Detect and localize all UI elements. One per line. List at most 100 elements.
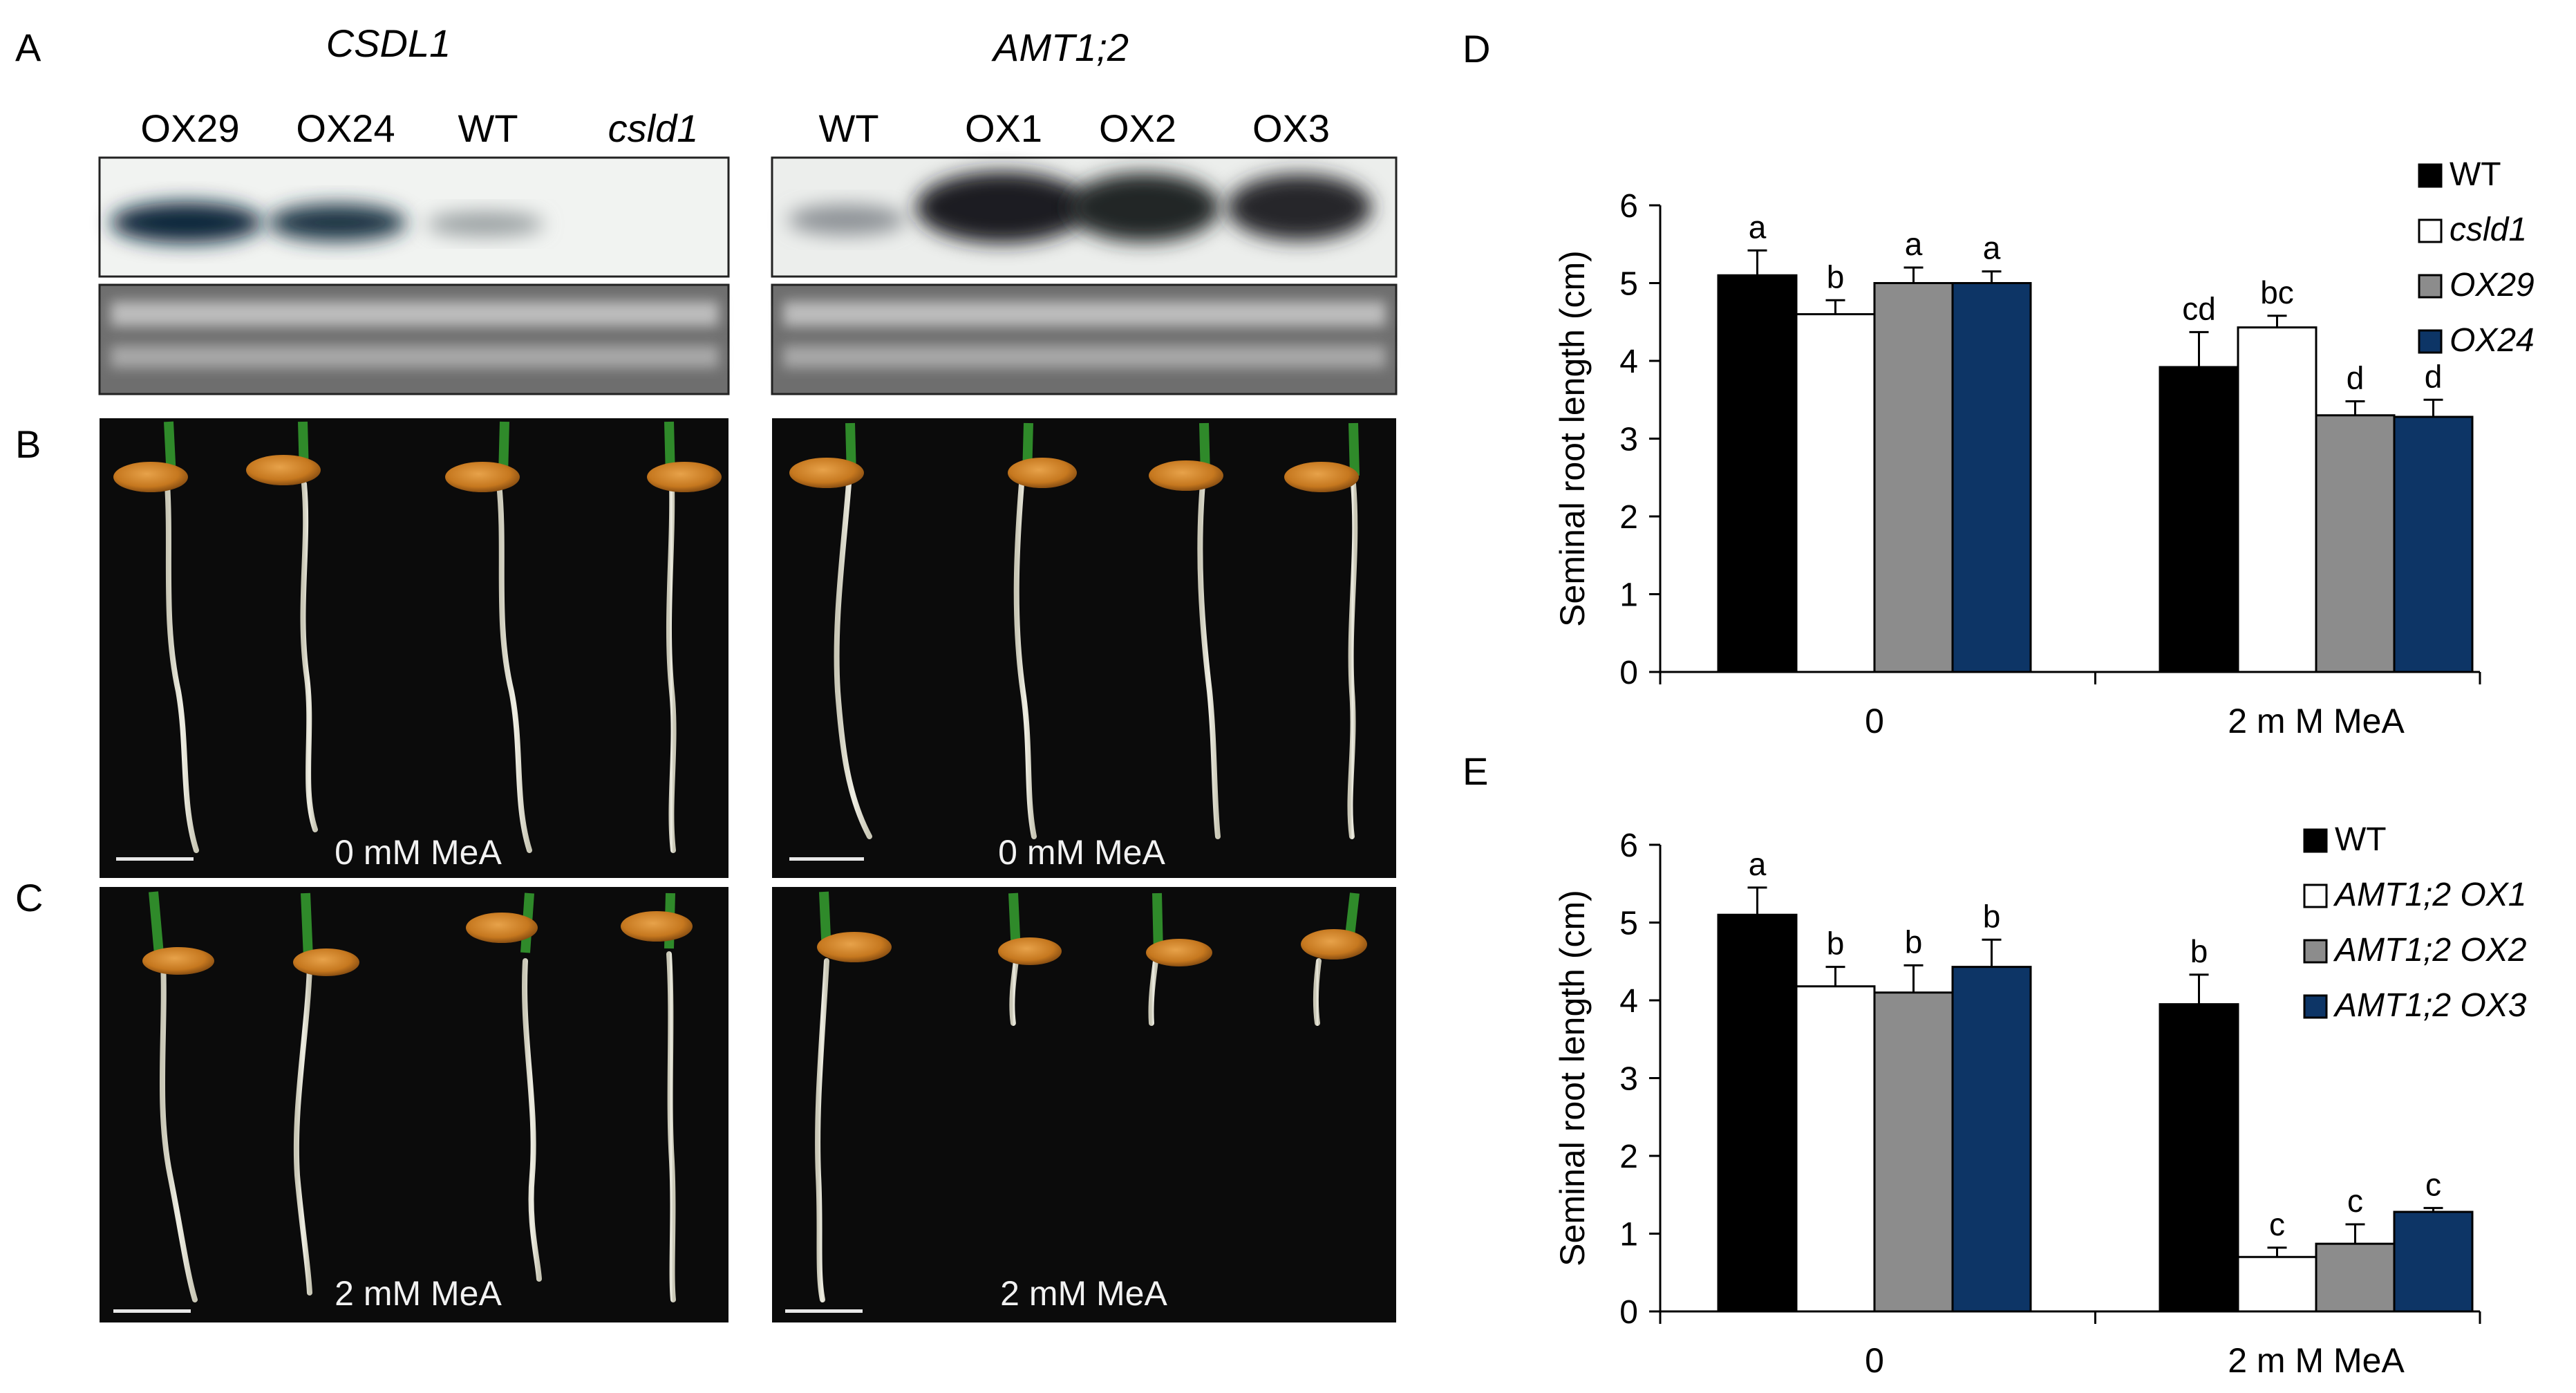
bar: [1717, 274, 1798, 673]
seedling-seed: [1008, 458, 1077, 488]
loading-control-left: [98, 283, 730, 395]
seedling-photo: [100, 418, 728, 878]
blot-right-lane-label: OX2: [1099, 106, 1176, 150]
legend-label: csld1: [2450, 212, 2527, 248]
condition-label: 2 mM MeA: [1000, 1274, 1167, 1313]
seedling-root: [666, 951, 676, 1302]
condition-label: 2 mM MeA: [335, 1274, 502, 1313]
legend-swatch: [2303, 939, 2328, 964]
bar: [2315, 1242, 2396, 1313]
rrna-band: [783, 301, 1386, 326]
y-tick-label: 2: [1619, 1139, 1638, 1175]
rrna-band: [783, 346, 1386, 368]
bar: [2159, 1003, 2239, 1313]
seedling-seed: [998, 937, 1062, 965]
seedling-seed: [1149, 460, 1223, 491]
y-tick-label: 0: [1619, 655, 1638, 691]
seedling-root: [666, 481, 677, 853]
bar: [2393, 1210, 2474, 1313]
legend-swatch: [2418, 329, 2443, 354]
y-tick-label: 1: [1619, 577, 1638, 614]
seedling-root: [522, 958, 542, 1282]
y-tick-label: 6: [1619, 828, 1638, 864]
x-category-label: 0: [1865, 702, 1884, 740]
panel-letter-c: C: [15, 876, 43, 919]
legend-label: OX29: [2450, 267, 2535, 303]
y-axis-label: Seminal root length (cm): [1553, 890, 1592, 1266]
blot-right-gene: AMT1;2: [991, 26, 1129, 69]
significance-letter: b: [1983, 898, 2001, 934]
blot-band: [111, 202, 263, 243]
legend-label: AMT1;2 OX2: [2333, 932, 2526, 969]
seedling-shoot: [1348, 422, 1360, 476]
seedling-seed: [293, 948, 359, 976]
seedling-seed: [113, 462, 188, 492]
blot-right-lane-label: OX1: [965, 106, 1042, 150]
seedling-seed: [789, 458, 864, 488]
legend-swatch: [2418, 218, 2443, 243]
photo-c-right: 2 mM MeA: [772, 887, 1396, 1322]
bar-chart-e: 0 1 2 3 4 5 6 Seminal root length (cm) 0 2 m M Me…: [1553, 821, 2527, 1380]
seedling-root: [164, 481, 199, 853]
scale-bar: [789, 857, 864, 861]
significance-letter: d: [2425, 358, 2443, 394]
seedling-root: [1313, 958, 1322, 1026]
significance-letter: a: [1983, 230, 2001, 266]
bar: [1951, 282, 2032, 673]
legend-label: AMT1;2 OX3: [2333, 987, 2527, 1024]
seedling-seed: [1301, 929, 1367, 960]
y-tick-label: 0: [1619, 1294, 1638, 1331]
bar: [2393, 415, 2474, 673]
x-category-label: 2 m M MeA: [2228, 702, 2405, 740]
blot-left-lane-label: OX24: [296, 106, 395, 150]
seedling-seed: [817, 932, 892, 962]
seedling-shoot: [149, 891, 164, 955]
seedling-root: [1148, 958, 1158, 1026]
blot-band: [426, 212, 544, 236]
legend-swatch: [2303, 994, 2328, 1019]
seedling-root: [1347, 481, 1358, 839]
bar: [1951, 966, 2032, 1313]
legend-swatch: [2418, 274, 2443, 299]
legend-label: OX24: [2450, 322, 2535, 359]
seedling-seed: [142, 947, 214, 975]
significance-letter: c: [2269, 1206, 2285, 1242]
seedling-root: [496, 481, 532, 853]
bar: [2315, 414, 2396, 673]
significance-letter: c: [2347, 1183, 2363, 1219]
seedling-root: [300, 481, 318, 832]
y-tick-label: 4: [1619, 983, 1638, 1020]
blot-band: [916, 171, 1089, 243]
blot-left-lane-label: WT: [458, 106, 518, 150]
bar: [1795, 313, 1876, 673]
seedling-seed: [1284, 462, 1359, 492]
legend-label: WT: [2335, 821, 2387, 858]
photo-b-left: 0 mM MeA: [100, 418, 728, 878]
rrna-band: [111, 301, 719, 326]
seedling-seed: [647, 462, 722, 492]
panel-letter-e: E: [1463, 749, 1488, 793]
condition-label: 0 mM MeA: [335, 833, 502, 872]
bar: [2237, 326, 2318, 673]
photo-c-left: 2 mM MeA: [100, 887, 728, 1322]
significance-letter: a: [1905, 226, 1923, 262]
significance-letter: a: [1749, 209, 1767, 245]
seedling-seed: [1146, 939, 1212, 966]
y-axis-label: Seminal root length (cm): [1553, 250, 1592, 627]
y-tick-label: 3: [1619, 422, 1638, 458]
bar: [1717, 913, 1798, 1313]
rrna-band: [111, 346, 719, 368]
bar: [1873, 991, 1954, 1313]
scale-bar: [116, 857, 194, 861]
seedling-root: [834, 481, 872, 839]
x-category-label: 0: [1865, 1341, 1884, 1380]
loading-control-right: [771, 283, 1398, 395]
y-tick-label: 3: [1619, 1061, 1638, 1098]
blot-band: [788, 205, 905, 235]
panel-letter-d: D: [1463, 27, 1490, 71]
bar: [2159, 366, 2239, 673]
seedling-seed: [466, 913, 538, 943]
blot-right-lane-label: OX3: [1252, 106, 1330, 150]
seedling-root: [1197, 481, 1221, 839]
panel-letter-b: B: [15, 422, 41, 466]
